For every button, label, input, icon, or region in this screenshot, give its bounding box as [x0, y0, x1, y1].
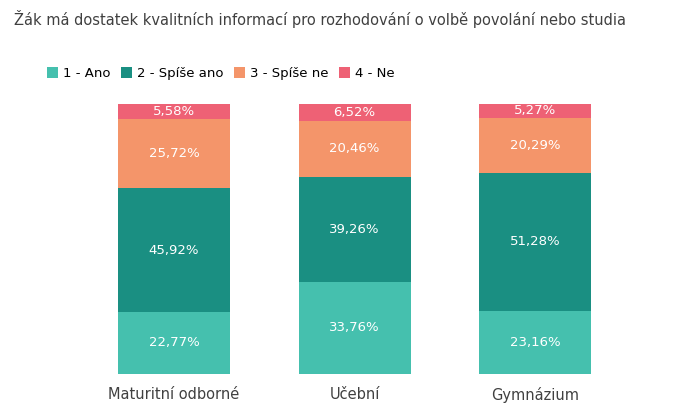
Text: 20,29%: 20,29% [510, 139, 561, 152]
Text: 5,27%: 5,27% [514, 104, 557, 117]
Bar [118, 188, 230, 312]
Text: 39,26%: 39,26% [329, 223, 380, 236]
Bar [479, 311, 591, 374]
Text: 6,52%: 6,52% [333, 106, 376, 119]
Bar [118, 119, 230, 188]
Bar [299, 176, 411, 283]
Text: 20,46%: 20,46% [329, 142, 380, 156]
Bar [118, 312, 230, 374]
Text: 5,58%: 5,58% [153, 105, 195, 118]
Text: 23,16%: 23,16% [510, 336, 561, 349]
Text: Učební: Učební [329, 387, 380, 402]
Text: 45,92%: 45,92% [149, 244, 199, 256]
Bar [299, 283, 411, 374]
Bar [299, 121, 411, 176]
Bar [479, 104, 591, 118]
Text: Maturitní odborné: Maturitní odborné [108, 387, 240, 402]
Text: 22,77%: 22,77% [149, 336, 200, 349]
Text: Gymnázium: Gymnázium [491, 387, 579, 403]
Bar [299, 104, 411, 121]
Text: Žák má dostatek kvalitních informací pro rozhodování o volbě povolání nebo studi: Žák má dostatek kvalitních informací pro… [14, 10, 625, 28]
Legend: 1 - Ano, 2 - Spíše ano, 3 - Spíše ne, 4 - Ne: 1 - Ano, 2 - Spíše ano, 3 - Spíše ne, 4 … [42, 62, 400, 85]
Bar [479, 118, 591, 173]
Text: 25,72%: 25,72% [149, 147, 200, 160]
Text: 51,28%: 51,28% [510, 235, 561, 248]
Bar [118, 104, 230, 119]
Text: 33,76%: 33,76% [329, 322, 380, 334]
Bar [479, 173, 591, 311]
